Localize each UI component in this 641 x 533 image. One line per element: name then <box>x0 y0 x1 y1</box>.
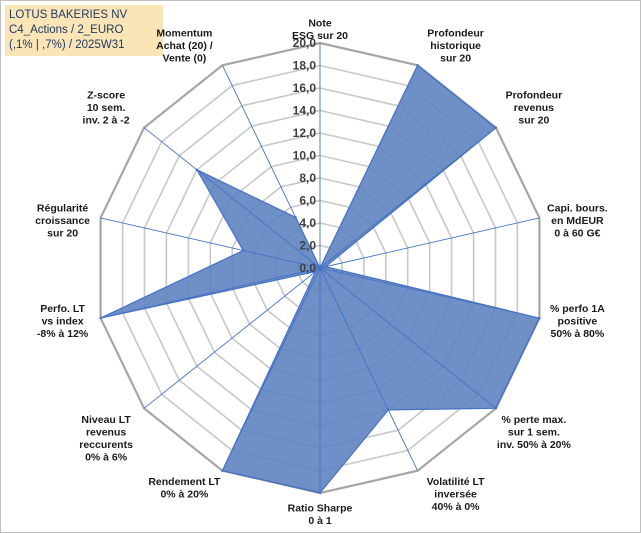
axis-label: Momentum Achat (20) / Vente (0) <box>156 27 213 64</box>
tick-label: 2,0 <box>299 239 316 253</box>
axis-label: Profondeur historique sur 20 <box>427 27 484 64</box>
axis-label: Régularité croissance sur 20 <box>35 203 90 240</box>
axis-label: Niveau LT revenus reccurents 0% à 6% <box>79 414 133 464</box>
axis-spoke <box>221 267 321 471</box>
axis-label: Rendement LT 0% à 20% <box>148 476 221 501</box>
tick-label: 10,0 <box>293 149 317 163</box>
axis-label: Volatilité LT inversée 40% à 0% <box>427 476 486 513</box>
axis-spoke <box>319 267 540 319</box>
tick-label: 8,0 <box>299 171 316 185</box>
axis-spoke <box>319 127 497 269</box>
axis-label: Profondeur revenus sur 20 <box>506 90 563 127</box>
chart-title-box: LOTUS BAKERIES NV C4_Actions / 2_EURO (,… <box>5 5 163 56</box>
axis-label: Note ESG sur 20 <box>292 18 348 43</box>
axis-label: Z-score 10 sem. inv. 2 à -2 <box>83 90 130 127</box>
title-line-1: LOTUS BAKERIES NV <box>9 9 128 21</box>
axis-label: Capi. bours. en MdEUR 0 à 60 G€ <box>547 203 608 240</box>
axis-label: Ratio Sharpe 0 à 1 <box>288 503 353 528</box>
title-line-2: C4_Actions / 2_EURO <box>9 24 124 36</box>
tick-label: 16,0 <box>293 81 317 95</box>
tick-label: 12,0 <box>293 126 317 140</box>
axis-label: Perfo. LT vs index -8% à 12% <box>37 303 89 340</box>
axis-spoke <box>100 267 321 319</box>
axis-label: % perte max. sur 1 sem. inv. 50% à 20% <box>497 414 572 451</box>
tick-label: 20,0 <box>293 36 317 50</box>
axis-spoke <box>319 267 497 409</box>
axis-spoke <box>319 217 540 269</box>
tick-label: 6,0 <box>299 194 316 208</box>
axis-spoke <box>221 65 321 269</box>
tick-label: 18,0 <box>293 59 317 73</box>
axis-label: % perfo 1A positive 50% à 80% <box>550 303 605 340</box>
title-line-3: (,1% | ,7%) / 2025W31 <box>9 39 125 51</box>
axis-spoke <box>143 127 321 269</box>
axis-spoke <box>143 267 321 409</box>
axis-spoke <box>319 267 419 471</box>
tick-label: 0,0 <box>299 261 316 275</box>
axis-spoke <box>100 217 321 269</box>
tick-label: 4,0 <box>299 216 316 230</box>
axis-spoke <box>319 65 419 269</box>
tick-label: 14,0 <box>293 104 317 118</box>
